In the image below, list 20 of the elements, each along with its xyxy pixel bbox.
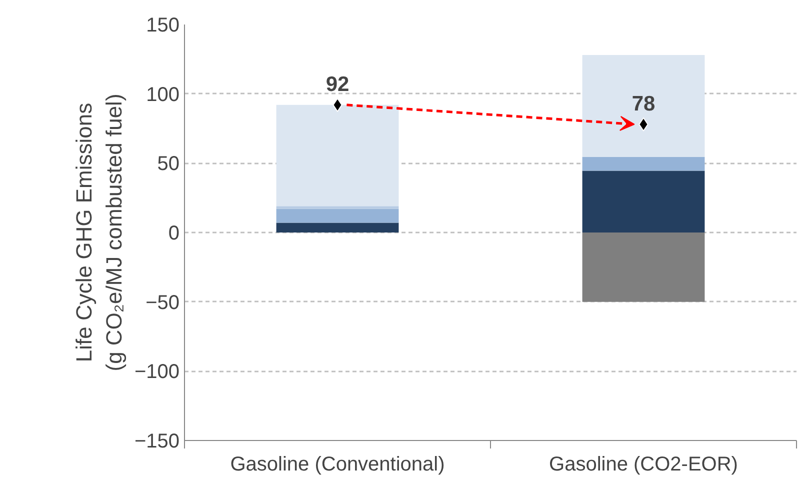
y-tick-label: −150 bbox=[134, 430, 180, 452]
bar bbox=[582, 156, 705, 171]
x-tick-label: Gasoline (Conventional) bbox=[230, 454, 445, 476]
y-tick-label: 150 bbox=[146, 14, 180, 36]
bar bbox=[276, 208, 399, 223]
x-tick-label: Gasoline (CO2-EOR) bbox=[549, 454, 738, 476]
y-tick-label: 0 bbox=[168, 222, 180, 244]
y-axis-title: Life Cycle GHG Emissions (g CO₂e/MJ combusted fuel) bbox=[71, 94, 126, 372]
bar bbox=[582, 232, 705, 302]
bar bbox=[276, 206, 399, 209]
y-tick-label: 50 bbox=[157, 153, 180, 176]
bar bbox=[276, 222, 399, 232]
y-tick-label: −50 bbox=[146, 292, 180, 314]
y-tick-label: −100 bbox=[134, 361, 180, 384]
data-label: 78 bbox=[632, 92, 656, 116]
bar bbox=[582, 170, 705, 232]
bar bbox=[582, 55, 705, 157]
data-label: 92 bbox=[326, 72, 350, 96]
y-tick-label: 100 bbox=[146, 84, 180, 106]
bar bbox=[276, 104, 399, 206]
